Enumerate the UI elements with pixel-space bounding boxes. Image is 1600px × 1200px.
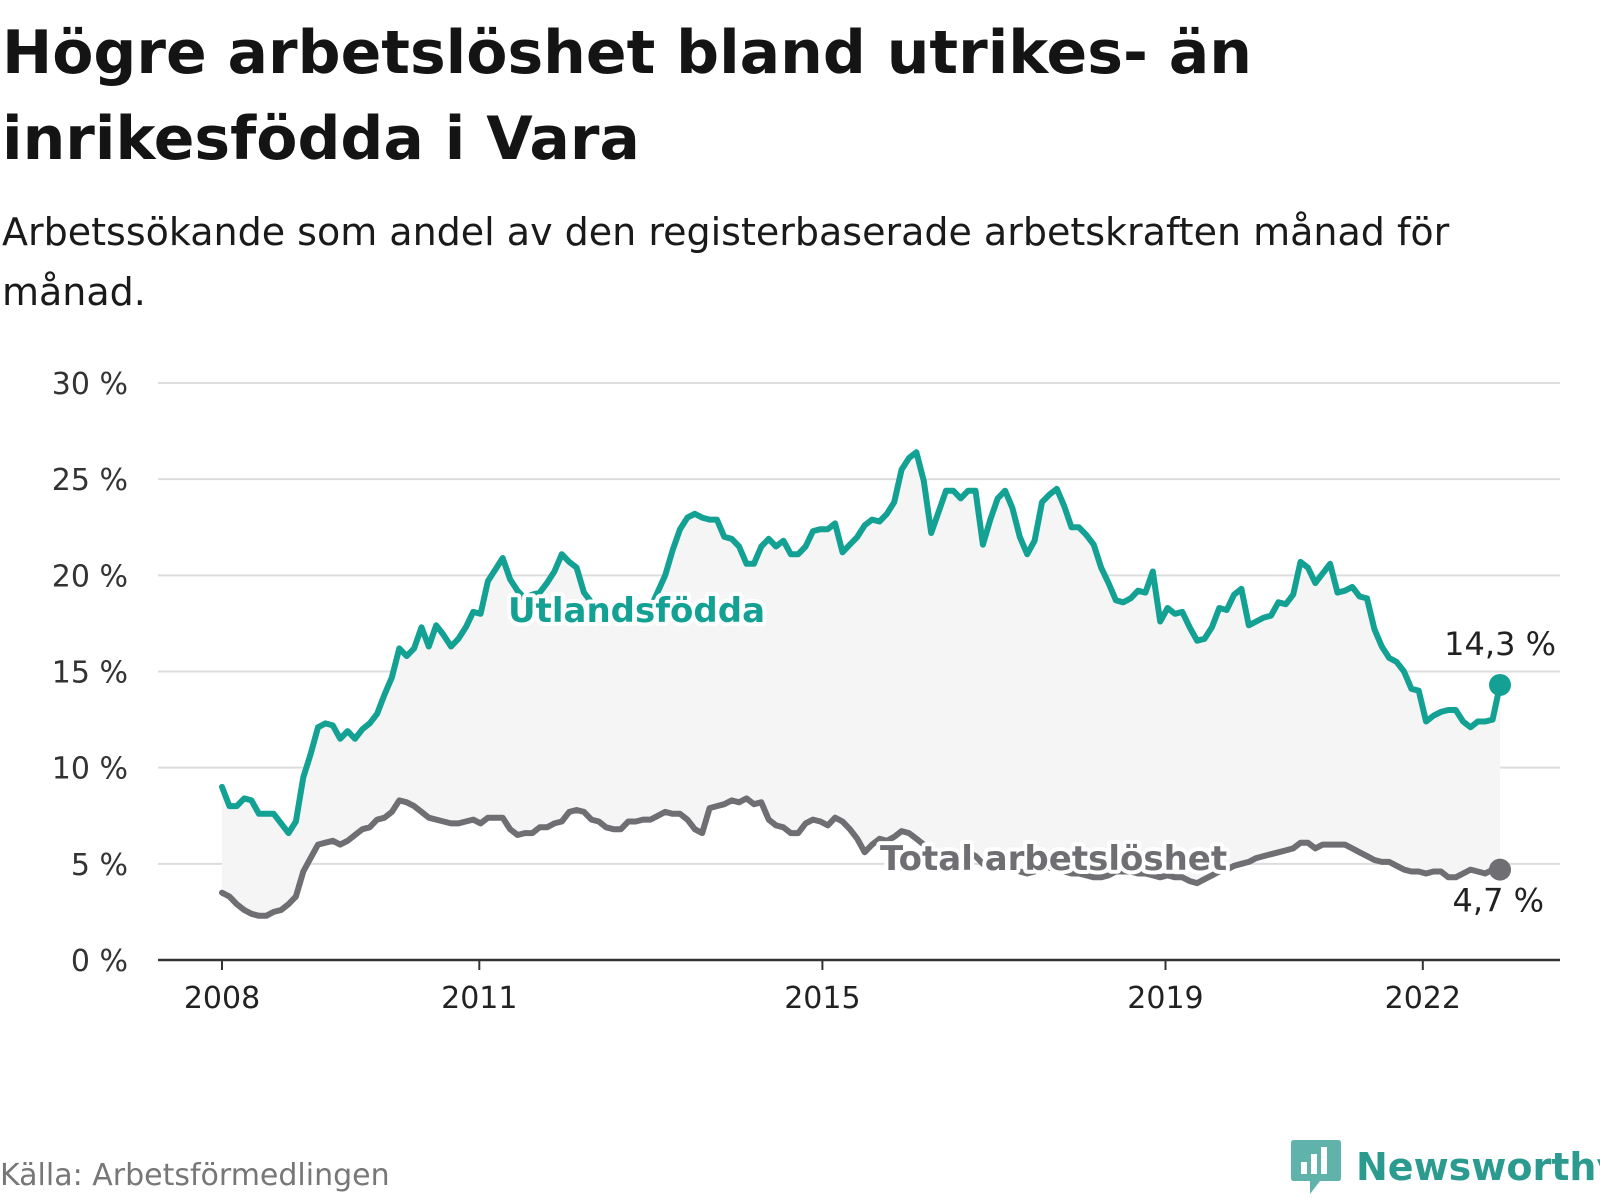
end-value-total-halo: 4,7 % (1453, 882, 1544, 920)
y-tick-label: 5 % (71, 848, 128, 883)
x-tick-label: 2011 (441, 981, 517, 1016)
series-line-total (219, 795, 1503, 919)
series-line-utlandsfodda (219, 449, 1503, 837)
x-tick-label: 2019 (1127, 981, 1203, 1016)
y-tick-label: 15 % (52, 656, 128, 691)
series-label-utlandsfodda-halo: Utlandsfödda (508, 591, 765, 631)
series-label-total-halo: Total arbetslöshet (880, 839, 1227, 879)
chart-title: Högre arbetslöshet bland utrikes- än inr… (2, 18, 1252, 174)
series-line-utlandsfodda-end-dot (1489, 673, 1511, 696)
area-layer (222, 452, 1500, 916)
chart-subtitle: Arbetssökande som andel av den registerb… (2, 210, 1450, 314)
series-label-total: Total arbetslöshet (880, 839, 1227, 879)
end-value-total: 4,7 % (1453, 882, 1544, 920)
series-line-total-end-dot (1489, 858, 1511, 881)
series-label-utlandsfodda: Utlandsfödda (508, 591, 765, 631)
axis-layer: 0 % 5 % 10 % 15 % 20 % 25 % 30 % 2008 2011 2015 20… (52, 367, 1560, 1016)
gap-area (222, 452, 1500, 916)
end-value-utlandsfodda: 14,3 % (1444, 625, 1556, 663)
x-tick-label: 2022 (1385, 981, 1461, 1016)
end-value-utlandsfodda-halo: 14,3 % (1444, 625, 1556, 663)
newsworthy-logo-icon (1291, 1140, 1341, 1194)
line-layer (219, 449, 1511, 919)
y-tick-label: 30 % (52, 367, 128, 402)
y-tick-label: 0 % (71, 944, 128, 979)
y-tick-label: 25 % (52, 463, 128, 498)
x-tick-label: 2008 (184, 981, 260, 1016)
brand-name: Newsworthy (1356, 1145, 1600, 1189)
y-tick-label: 10 % (52, 752, 128, 787)
brand-logo: Newsworthy (1290, 1138, 1600, 1196)
source-note: Källa: Arbetsförmedlingen (0, 1158, 390, 1193)
y-tick-label: 20 % (52, 559, 128, 594)
x-tick-label: 2015 (784, 981, 860, 1016)
